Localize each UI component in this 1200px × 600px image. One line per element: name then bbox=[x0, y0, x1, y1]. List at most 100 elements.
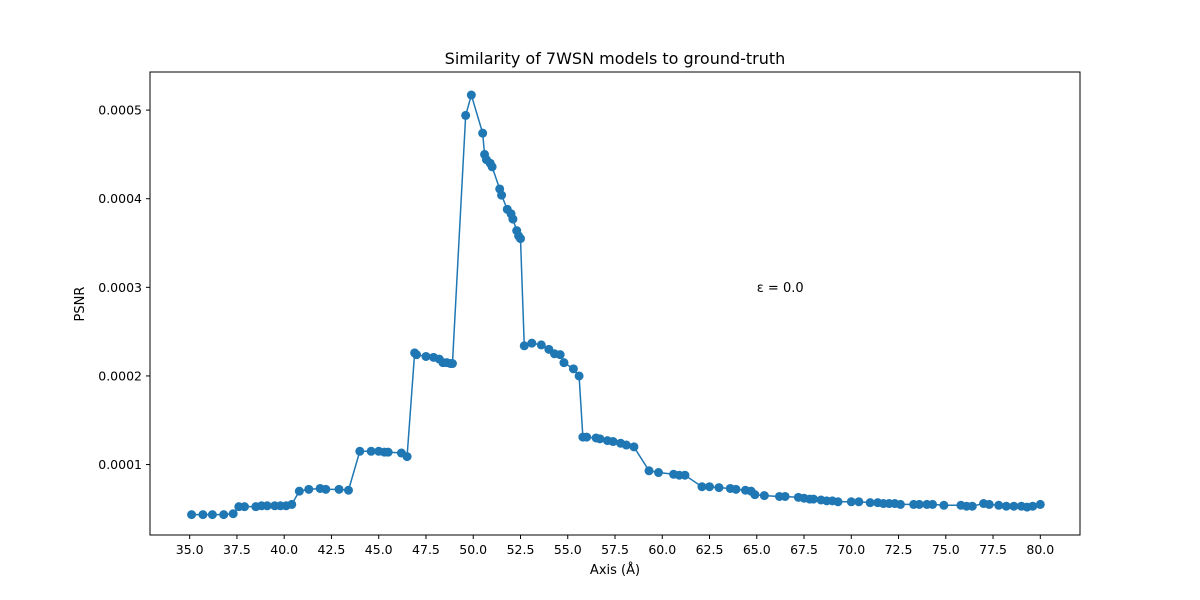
data-point bbox=[219, 510, 229, 520]
x-tick-label: 37.5 bbox=[223, 542, 251, 557]
data-point bbox=[895, 499, 905, 509]
data-point bbox=[994, 500, 1004, 510]
data-point bbox=[228, 509, 238, 519]
data-point bbox=[447, 359, 457, 369]
data-point bbox=[697, 482, 707, 492]
data-point bbox=[808, 494, 818, 504]
data-point bbox=[680, 470, 690, 480]
y-tick-label: 0.0004 bbox=[98, 191, 142, 206]
data-point bbox=[854, 497, 864, 507]
x-tick-label: 75.0 bbox=[932, 542, 960, 557]
y-axis: 0.0001 0.0002 0.0003 0.0004 0.0005 bbox=[98, 103, 150, 472]
x-tick-label: 77.5 bbox=[979, 542, 1007, 557]
x-tick-label: 45.0 bbox=[365, 542, 393, 557]
data-point bbox=[1035, 499, 1045, 509]
data-point bbox=[780, 491, 790, 501]
x-tick-label: 67.5 bbox=[790, 542, 818, 557]
data-point bbox=[461, 110, 471, 120]
data-point bbox=[644, 466, 654, 476]
plot-frame bbox=[149, 71, 1081, 536]
data-point bbox=[343, 485, 353, 495]
x-tick-label: 60.0 bbox=[648, 542, 676, 557]
data-point bbox=[355, 446, 365, 456]
x-tick-label: 65.0 bbox=[743, 542, 771, 557]
data-point bbox=[187, 510, 197, 520]
data-point bbox=[466, 90, 476, 100]
data-point bbox=[582, 432, 592, 442]
x-tick-label: 55.0 bbox=[554, 542, 582, 557]
data-point bbox=[555, 350, 565, 360]
data-point bbox=[421, 351, 431, 361]
data-point bbox=[865, 498, 875, 508]
data-point bbox=[939, 500, 949, 510]
data-point bbox=[287, 499, 297, 509]
y-tick-label: 0.0001 bbox=[98, 457, 142, 472]
x-tick-label: 72.5 bbox=[885, 542, 913, 557]
data-point bbox=[967, 501, 977, 511]
x-tick-label: 52.5 bbox=[507, 542, 535, 557]
y-tick-label: 0.0003 bbox=[98, 280, 142, 295]
data-point bbox=[629, 442, 639, 452]
data-point bbox=[478, 128, 488, 138]
data-point bbox=[833, 497, 843, 507]
x-tick-label: 62.5 bbox=[696, 542, 724, 557]
y-tick-label: 0.0005 bbox=[98, 103, 142, 118]
data-point bbox=[984, 499, 994, 509]
data-point bbox=[608, 437, 618, 447]
x-tick-label: 50.0 bbox=[459, 542, 487, 557]
data-point bbox=[705, 482, 715, 492]
data-point bbox=[759, 491, 769, 501]
data-point bbox=[568, 364, 578, 374]
data-point bbox=[621, 440, 631, 450]
data-point bbox=[240, 502, 250, 512]
data-point bbox=[1001, 501, 1011, 511]
data-point bbox=[1028, 501, 1038, 511]
chart-title: Similarity of 7WSN models to ground-trut… bbox=[445, 49, 786, 68]
x-tick-label: 70.0 bbox=[837, 542, 865, 557]
x-tick-label: 80.0 bbox=[1026, 542, 1054, 557]
x-tick-label: 42.5 bbox=[318, 542, 346, 557]
x-tick-label: 40.0 bbox=[270, 542, 298, 557]
data-point bbox=[714, 483, 724, 493]
data-point bbox=[1009, 501, 1019, 511]
data-point bbox=[383, 447, 393, 457]
data-point bbox=[497, 190, 507, 200]
y-axis-label: PSNR bbox=[73, 287, 88, 322]
data-point bbox=[846, 497, 856, 507]
data-point bbox=[750, 490, 760, 500]
data-point bbox=[595, 434, 605, 444]
x-axis: 35.0 37.5 40.0 42.5 45.0 47.5 50.0 52.5 55.0 57.5… bbox=[176, 535, 1054, 557]
data-point bbox=[402, 452, 412, 462]
data-point bbox=[508, 214, 518, 224]
series-line bbox=[191, 94, 1041, 516]
data-point bbox=[304, 484, 314, 494]
x-tick-label: 35.0 bbox=[176, 542, 204, 557]
plot-area bbox=[187, 90, 1045, 520]
data-point bbox=[928, 499, 938, 509]
data-point bbox=[559, 358, 569, 368]
data-point bbox=[653, 468, 663, 478]
data-point bbox=[527, 338, 537, 348]
data-point bbox=[198, 510, 208, 520]
data-point bbox=[366, 446, 376, 456]
x-axis-label: Axis (Å) bbox=[590, 562, 640, 578]
data-point bbox=[321, 484, 331, 494]
data-point bbox=[334, 484, 344, 494]
data-point bbox=[207, 510, 217, 520]
data-point bbox=[731, 484, 741, 494]
y-tick-label: 0.0002 bbox=[98, 368, 142, 383]
data-point bbox=[262, 501, 272, 511]
data-point bbox=[515, 234, 525, 244]
x-tick-label: 47.5 bbox=[412, 542, 440, 557]
data-point bbox=[914, 499, 924, 509]
data-point bbox=[412, 350, 422, 360]
epsilon-annotation: ε = 0.0 bbox=[757, 281, 804, 296]
x-tick-label: 57.5 bbox=[601, 542, 629, 557]
data-point bbox=[519, 341, 529, 351]
data-point bbox=[487, 162, 497, 172]
data-point bbox=[294, 486, 304, 496]
data-point bbox=[574, 371, 584, 381]
data-point bbox=[536, 340, 546, 350]
